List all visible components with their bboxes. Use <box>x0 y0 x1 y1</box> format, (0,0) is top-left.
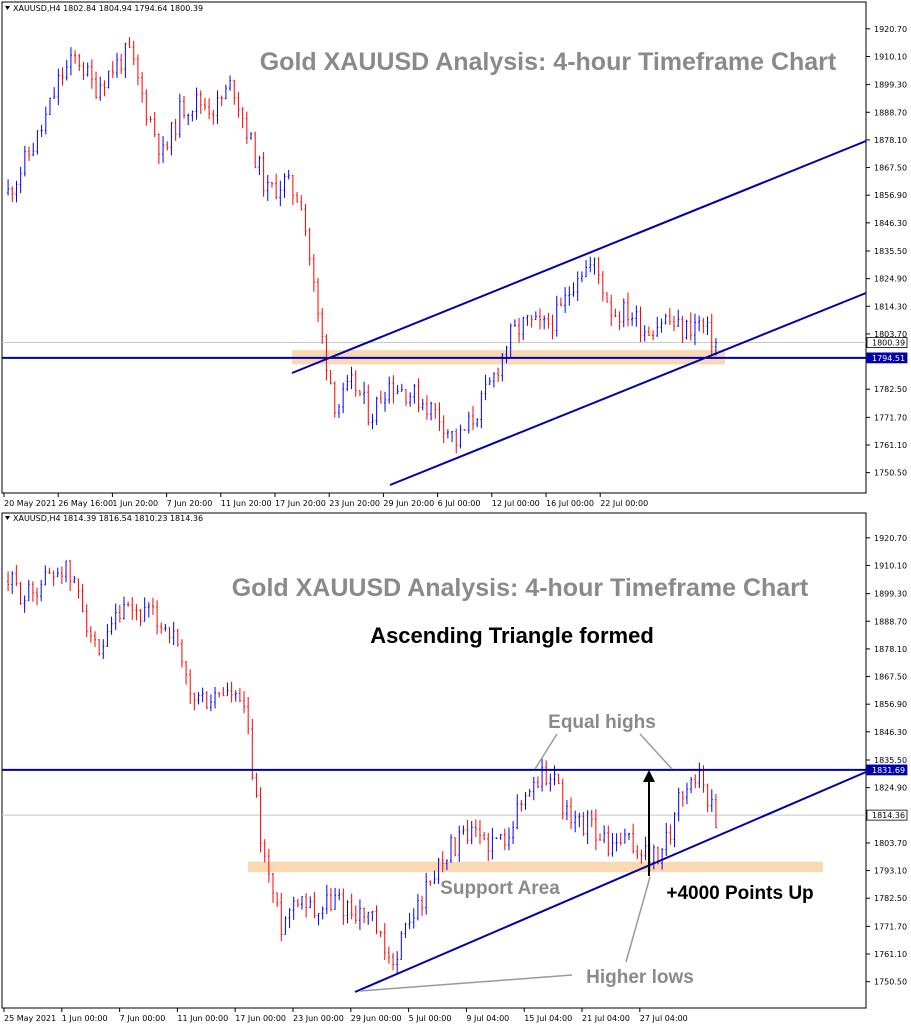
y-tick-label: 1920.70 <box>874 25 907 34</box>
y-axis-top: 1920.70 1910.10 1899.30 1888.70 1878.10 1867.… <box>866 25 907 478</box>
y-tick-label: 1835.50 <box>874 756 907 765</box>
x-tick-label: 23 Jun 00:00 <box>293 1014 344 1023</box>
x-tick-label: 16 Jul 00:00 <box>546 499 594 508</box>
y-axis-bottom: 1920.70 1910.10 1899.30 1888.70 1878.10 1867.… <box>866 534 907 987</box>
x-tick-label: 11 Jun 20:00 <box>221 499 272 508</box>
y-tick-label: 1782.50 <box>874 385 907 394</box>
y-tick-label: 1793.10 <box>874 867 907 876</box>
y-tick-label: 1867.50 <box>874 164 907 173</box>
collapse-arrow-icon[interactable] <box>5 516 10 520</box>
support-area-label: Support Area <box>440 878 560 899</box>
y-tick-label: 1750.50 <box>874 469 907 478</box>
y-tick-label: 1824.90 <box>874 275 907 284</box>
equal-highs-label: Equal highs <box>548 712 656 733</box>
y-tick-label: 1878.10 <box>874 645 907 654</box>
support-zone <box>248 861 823 873</box>
y-tick-label: 1824.90 <box>874 784 907 793</box>
x-tick-label: 27 Jul 04:00 <box>640 1014 688 1023</box>
arrow-head-icon <box>643 770 655 782</box>
x-tick-label: 20 May 2021 <box>4 499 56 508</box>
x-tick-label: 29 Jun 00:00 <box>351 1014 402 1023</box>
x-tick-label: 12 Jul 00:00 <box>492 499 540 508</box>
candles-bottom <box>7 559 717 974</box>
chart-panel-bottom: XAUUSD,H4 1814.39 1816.54 1810.23 1814.3… <box>1 512 908 1023</box>
y-tick-label: 1750.50 <box>874 978 907 987</box>
x-tick-label: 11 Jun 00:00 <box>177 1014 228 1023</box>
y-tick-label: 1803.70 <box>874 839 907 848</box>
x-tick-label: 17 Jun 20:00 <box>275 499 326 508</box>
x-tick-label: 17 Jun 00:00 <box>235 1014 286 1023</box>
x-tick-label: 23 Jun 20:00 <box>329 499 380 508</box>
chart-header-top: XAUUSD,H4 1802.84 1804.94 1794.64 1800.3… <box>13 4 203 13</box>
x-tick-label: 1 Jun 20:00 <box>112 499 158 508</box>
y-tick-label: 1867.50 <box>874 673 907 682</box>
y-tick-label: 1856.90 <box>874 700 907 709</box>
price-tag <box>866 337 908 348</box>
y-tick-label: 1771.70 <box>874 413 907 422</box>
y-tick-label: 1856.90 <box>874 191 907 200</box>
channel-lower-trendline <box>389 292 867 486</box>
y-tick-label: 1835.50 <box>874 247 907 256</box>
x-tick-label: 7 Jun 00:00 <box>120 1014 166 1023</box>
x-tick-label: 15 Jul 04:00 <box>524 1014 572 1023</box>
x-tick-label: 25 May 2021 <box>4 1014 56 1023</box>
equal-highs-pointer-right <box>639 733 673 770</box>
chart-title-bottom: Gold XAUUSD Analysis: 4-hour Timeframe C… <box>232 574 809 602</box>
price-tags-bottom: 1831.69 1814.36 <box>866 764 908 821</box>
candles-top <box>7 37 717 454</box>
higher-lows-label: Higher lows <box>586 967 694 988</box>
y-tick-label: 1846.30 <box>874 728 907 737</box>
y-tick-label: 1899.30 <box>874 590 907 599</box>
price-tag-label: 1794.51 <box>872 354 905 363</box>
x-tick-label: 29 Jun 20:00 <box>383 499 434 508</box>
price-tag-label: 1831.69 <box>872 766 905 775</box>
x-axis-top: 20 May 2021 26 May 16:00 1 Jun 20:00 7 Jun … <box>3 493 648 508</box>
y-tick-label: 1782.50 <box>874 894 907 903</box>
x-tick-label: 6 Jul 00:00 <box>438 499 481 508</box>
x-tick-label: 9 Jul 04:00 <box>466 1014 509 1023</box>
plot-frame-bottom <box>1 512 867 1009</box>
higher-lows-pointer-right <box>625 876 651 963</box>
price-tag-label: 1814.36 <box>872 811 905 820</box>
price-tag <box>866 809 908 821</box>
chart-title-top: Gold XAUUSD Analysis: 4-hour Timeframe C… <box>260 48 837 76</box>
y-tick-label: 1888.70 <box>874 108 907 117</box>
x-axis-bottom: 25 May 2021 1 Jun 00:00 7 Jun 00:00 11 Jun … <box>3 1008 688 1023</box>
price-tag <box>866 352 908 364</box>
y-tick-label: 1910.10 <box>874 52 907 61</box>
chart-panel-top: XAUUSD,H4 1802.84 1804.94 1794.64 1800.3… <box>1 1 908 508</box>
equal-highs-pointer-left <box>534 733 558 770</box>
channel-upper-trendline <box>291 140 867 374</box>
y-tick-label: 1761.10 <box>874 950 907 959</box>
x-tick-label: 1 Jun 00:00 <box>62 1014 108 1023</box>
y-tick-label: 1888.70 <box>874 617 907 626</box>
higher-lows-pointer-left <box>359 974 573 992</box>
x-tick-label: 22 Jul 00:00 <box>600 499 648 508</box>
y-tick-label: 1761.10 <box>874 441 907 450</box>
chart-header-bottom: XAUUSD,H4 1814.39 1816.54 1810.23 1814.3… <box>13 514 203 523</box>
x-tick-label: 5 Jul 00:00 <box>409 1014 452 1023</box>
y-tick-label: 1920.70 <box>874 534 907 543</box>
y-tick-label: 1814.30 <box>874 302 907 311</box>
x-tick-label: 26 May 16:00 <box>58 499 113 508</box>
price-tag-label: 1800.39 <box>872 339 905 348</box>
chart-subtitle: Ascending Triangle formed <box>370 623 654 648</box>
x-tick-label: 21 Jul 04:00 <box>582 1014 630 1023</box>
price-tags-top: 1800.39 1794.51 <box>866 337 908 364</box>
collapse-arrow-icon[interactable] <box>5 6 10 10</box>
plot-frame-top <box>1 1 867 494</box>
y-tick-label: 1771.70 <box>874 922 907 931</box>
y-tick-label: 1878.10 <box>874 136 907 145</box>
y-tick-label: 1910.10 <box>874 561 907 570</box>
x-tick-label: 7 Jun 20:00 <box>167 499 213 508</box>
points-up-label: +4000 Points Up <box>666 883 813 904</box>
price-tag <box>866 764 908 776</box>
y-tick-label: 1803.70 <box>874 330 907 339</box>
y-tick-label: 1846.30 <box>874 219 907 228</box>
ascending-trendline <box>354 771 867 993</box>
y-tick-label: 1899.30 <box>874 81 907 90</box>
